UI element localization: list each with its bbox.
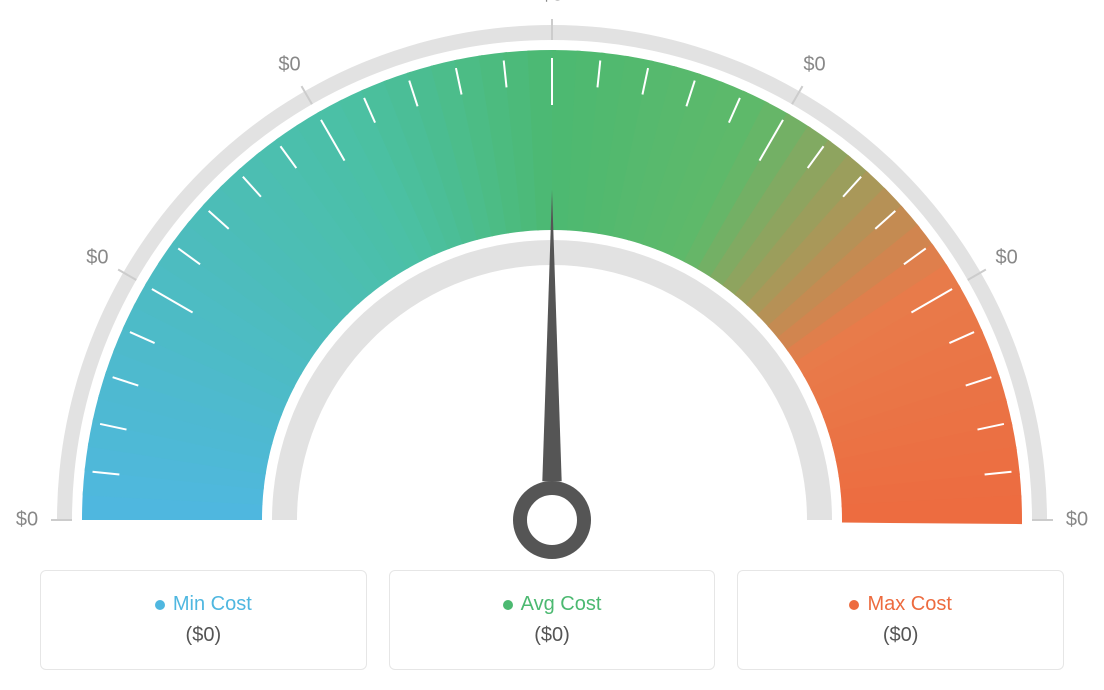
legend-value-max: ($0) xyxy=(883,624,919,647)
gauge-tick-label: $0 xyxy=(996,246,1018,269)
legend-label-max: Max Cost xyxy=(867,593,951,616)
gauge-tick-label: $0 xyxy=(278,54,300,77)
legend-title-min: Min Cost xyxy=(155,593,252,616)
gauge-tick-label: $0 xyxy=(541,0,563,7)
legend-card-max: Max Cost ($0) xyxy=(737,570,1064,670)
gauge-tick-label: $0 xyxy=(16,509,38,532)
cost-gauge-container: $0 $0 $0 $0 $0 $0 $0 Min Cost ($0) Avg Cost ($… xyxy=(0,0,1104,690)
legend-card-avg: Avg Cost ($0) xyxy=(389,570,716,670)
legend-value-min: ($0) xyxy=(186,624,222,647)
legend-value-avg: ($0) xyxy=(534,624,570,647)
legend-card-min: Min Cost ($0) xyxy=(40,570,367,670)
gauge-tick-label: $0 xyxy=(86,246,108,269)
legend-label-avg: Avg Cost xyxy=(521,593,602,616)
legend-title-avg: Avg Cost xyxy=(503,593,602,616)
gauge-tick-label: $0 xyxy=(1066,509,1088,532)
gauge-svg xyxy=(0,0,1104,560)
legend-dot-min xyxy=(155,600,165,610)
legend-row: Min Cost ($0) Avg Cost ($0) Max Cost ($0… xyxy=(0,570,1104,690)
legend-dot-avg xyxy=(503,600,513,610)
legend-title-max: Max Cost xyxy=(849,593,951,616)
legend-label-min: Min Cost xyxy=(173,593,252,616)
gauge-tick-label: $0 xyxy=(803,54,825,77)
gauge-chart: $0 $0 $0 $0 $0 $0 $0 xyxy=(0,0,1104,560)
legend-dot-max xyxy=(849,600,859,610)
